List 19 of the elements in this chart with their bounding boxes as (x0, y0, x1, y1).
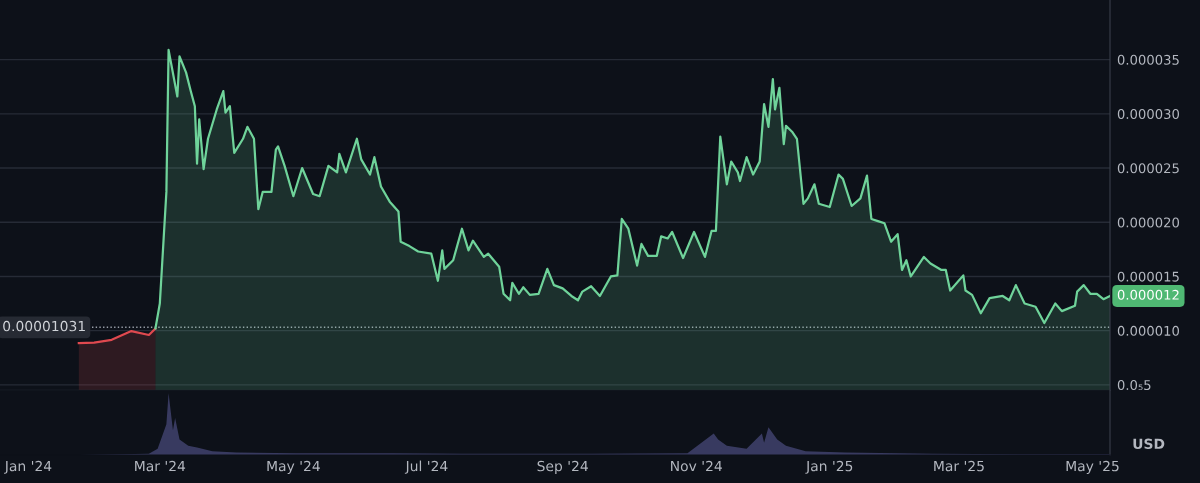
y-tick-label: 0.000015 (1117, 271, 1179, 282)
text: USD (1133, 438, 1165, 450)
y-tick-label: 0.000025 (1117, 163, 1179, 174)
x-tick-label: May '25 (1066, 460, 1119, 474)
x-tick-label: Mar '24 (135, 460, 186, 472)
y-tick-label: 0.000020 (1117, 217, 1180, 228)
y-tick-label: 0.000030 (1117, 109, 1180, 120)
x-tick-label: Jan '25 (805, 460, 853, 474)
annotation: 0.000012 (1117, 289, 1179, 300)
x-tick-label: May '24 (267, 460, 320, 474)
x-tick-label: Sep '24 (537, 460, 588, 474)
y-tick-label: 0.000010 (1117, 325, 1180, 336)
x-tick-label: Mar '25 (934, 460, 984, 472)
y-tick-label: 0.0₅5 (1117, 380, 1151, 391)
y-tick-label: 0.000035 (1117, 54, 1179, 65)
x-tick-label: Nov '24 (671, 460, 722, 472)
x-tick-label: Jul '24 (404, 460, 448, 474)
x-tick-label: Jan '24 (4, 460, 52, 474)
ref-line-label: 0.00001031 (3, 320, 85, 332)
